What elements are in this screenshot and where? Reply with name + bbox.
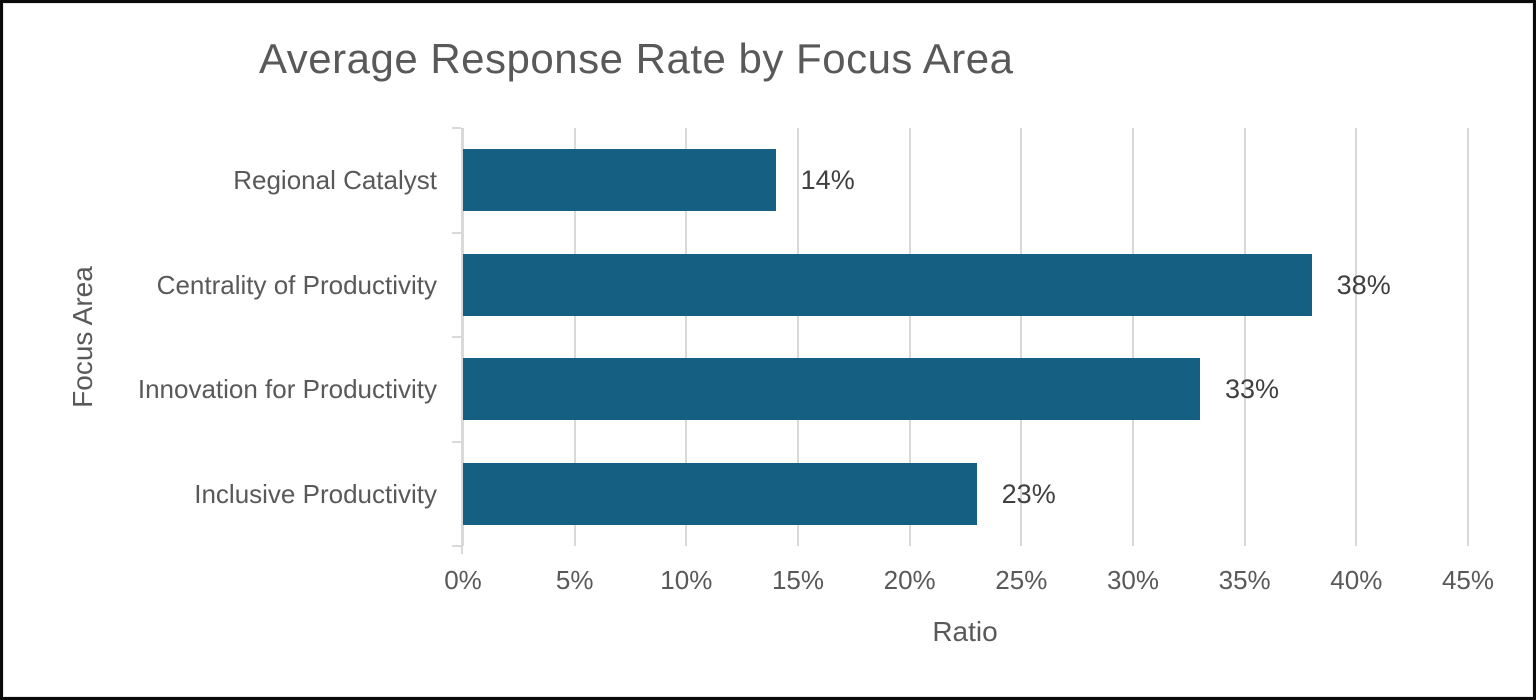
y-axis-title: Focus Area <box>67 266 98 408</box>
bar <box>463 149 776 212</box>
major-gridline <box>908 128 911 546</box>
data-label: 38% <box>1336 269 1391 300</box>
data-label: 14% <box>800 165 855 196</box>
major-gridline <box>573 128 576 546</box>
y-axis-tick <box>452 336 461 338</box>
plot-area <box>452 127 1469 554</box>
x-tick-label: 0% <box>444 565 482 595</box>
y-axis-line <box>461 128 463 554</box>
x-axis-title: Ratio <box>932 616 998 647</box>
x-tick-label: 35% <box>1218 565 1271 595</box>
x-tick-label: 15% <box>771 565 825 595</box>
category-label: Inclusive Productivity <box>194 478 437 509</box>
data-label: 33% <box>1225 374 1280 405</box>
x-tick-label: 45% <box>1441 565 1495 595</box>
data-label: 23% <box>1001 478 1056 509</box>
x-tick-label: 30% <box>1106 565 1160 595</box>
major-gridline <box>462 128 464 546</box>
bar <box>463 253 1312 316</box>
category-label: Centrality of Productivity <box>156 269 437 300</box>
major-gridline <box>1355 128 1358 546</box>
x-tick-label: 10% <box>660 565 713 595</box>
major-gridline <box>1020 128 1023 546</box>
y-axis-tick <box>452 231 461 234</box>
x-tick-label: 40% <box>1330 565 1383 595</box>
x-tick-label: 20% <box>883 565 936 595</box>
major-gridline <box>797 128 799 546</box>
y-axis-tick <box>452 127 461 129</box>
category-label: Regional Catalyst <box>233 165 437 196</box>
major-gridline <box>1243 128 1246 546</box>
major-gridline <box>1467 128 1469 546</box>
x-tick-label: 5% <box>555 565 594 595</box>
bar <box>463 358 1200 421</box>
y-axis-tick <box>452 545 461 547</box>
major-gridline <box>685 128 688 546</box>
x-tick-label: 25% <box>995 565 1048 595</box>
bar <box>463 462 977 525</box>
category-label: Innovation for Productivity <box>137 374 437 405</box>
major-gridline <box>1132 128 1134 546</box>
y-axis-tick <box>452 440 461 443</box>
chart-title: Average Response Rate by Focus Area <box>259 35 1014 82</box>
